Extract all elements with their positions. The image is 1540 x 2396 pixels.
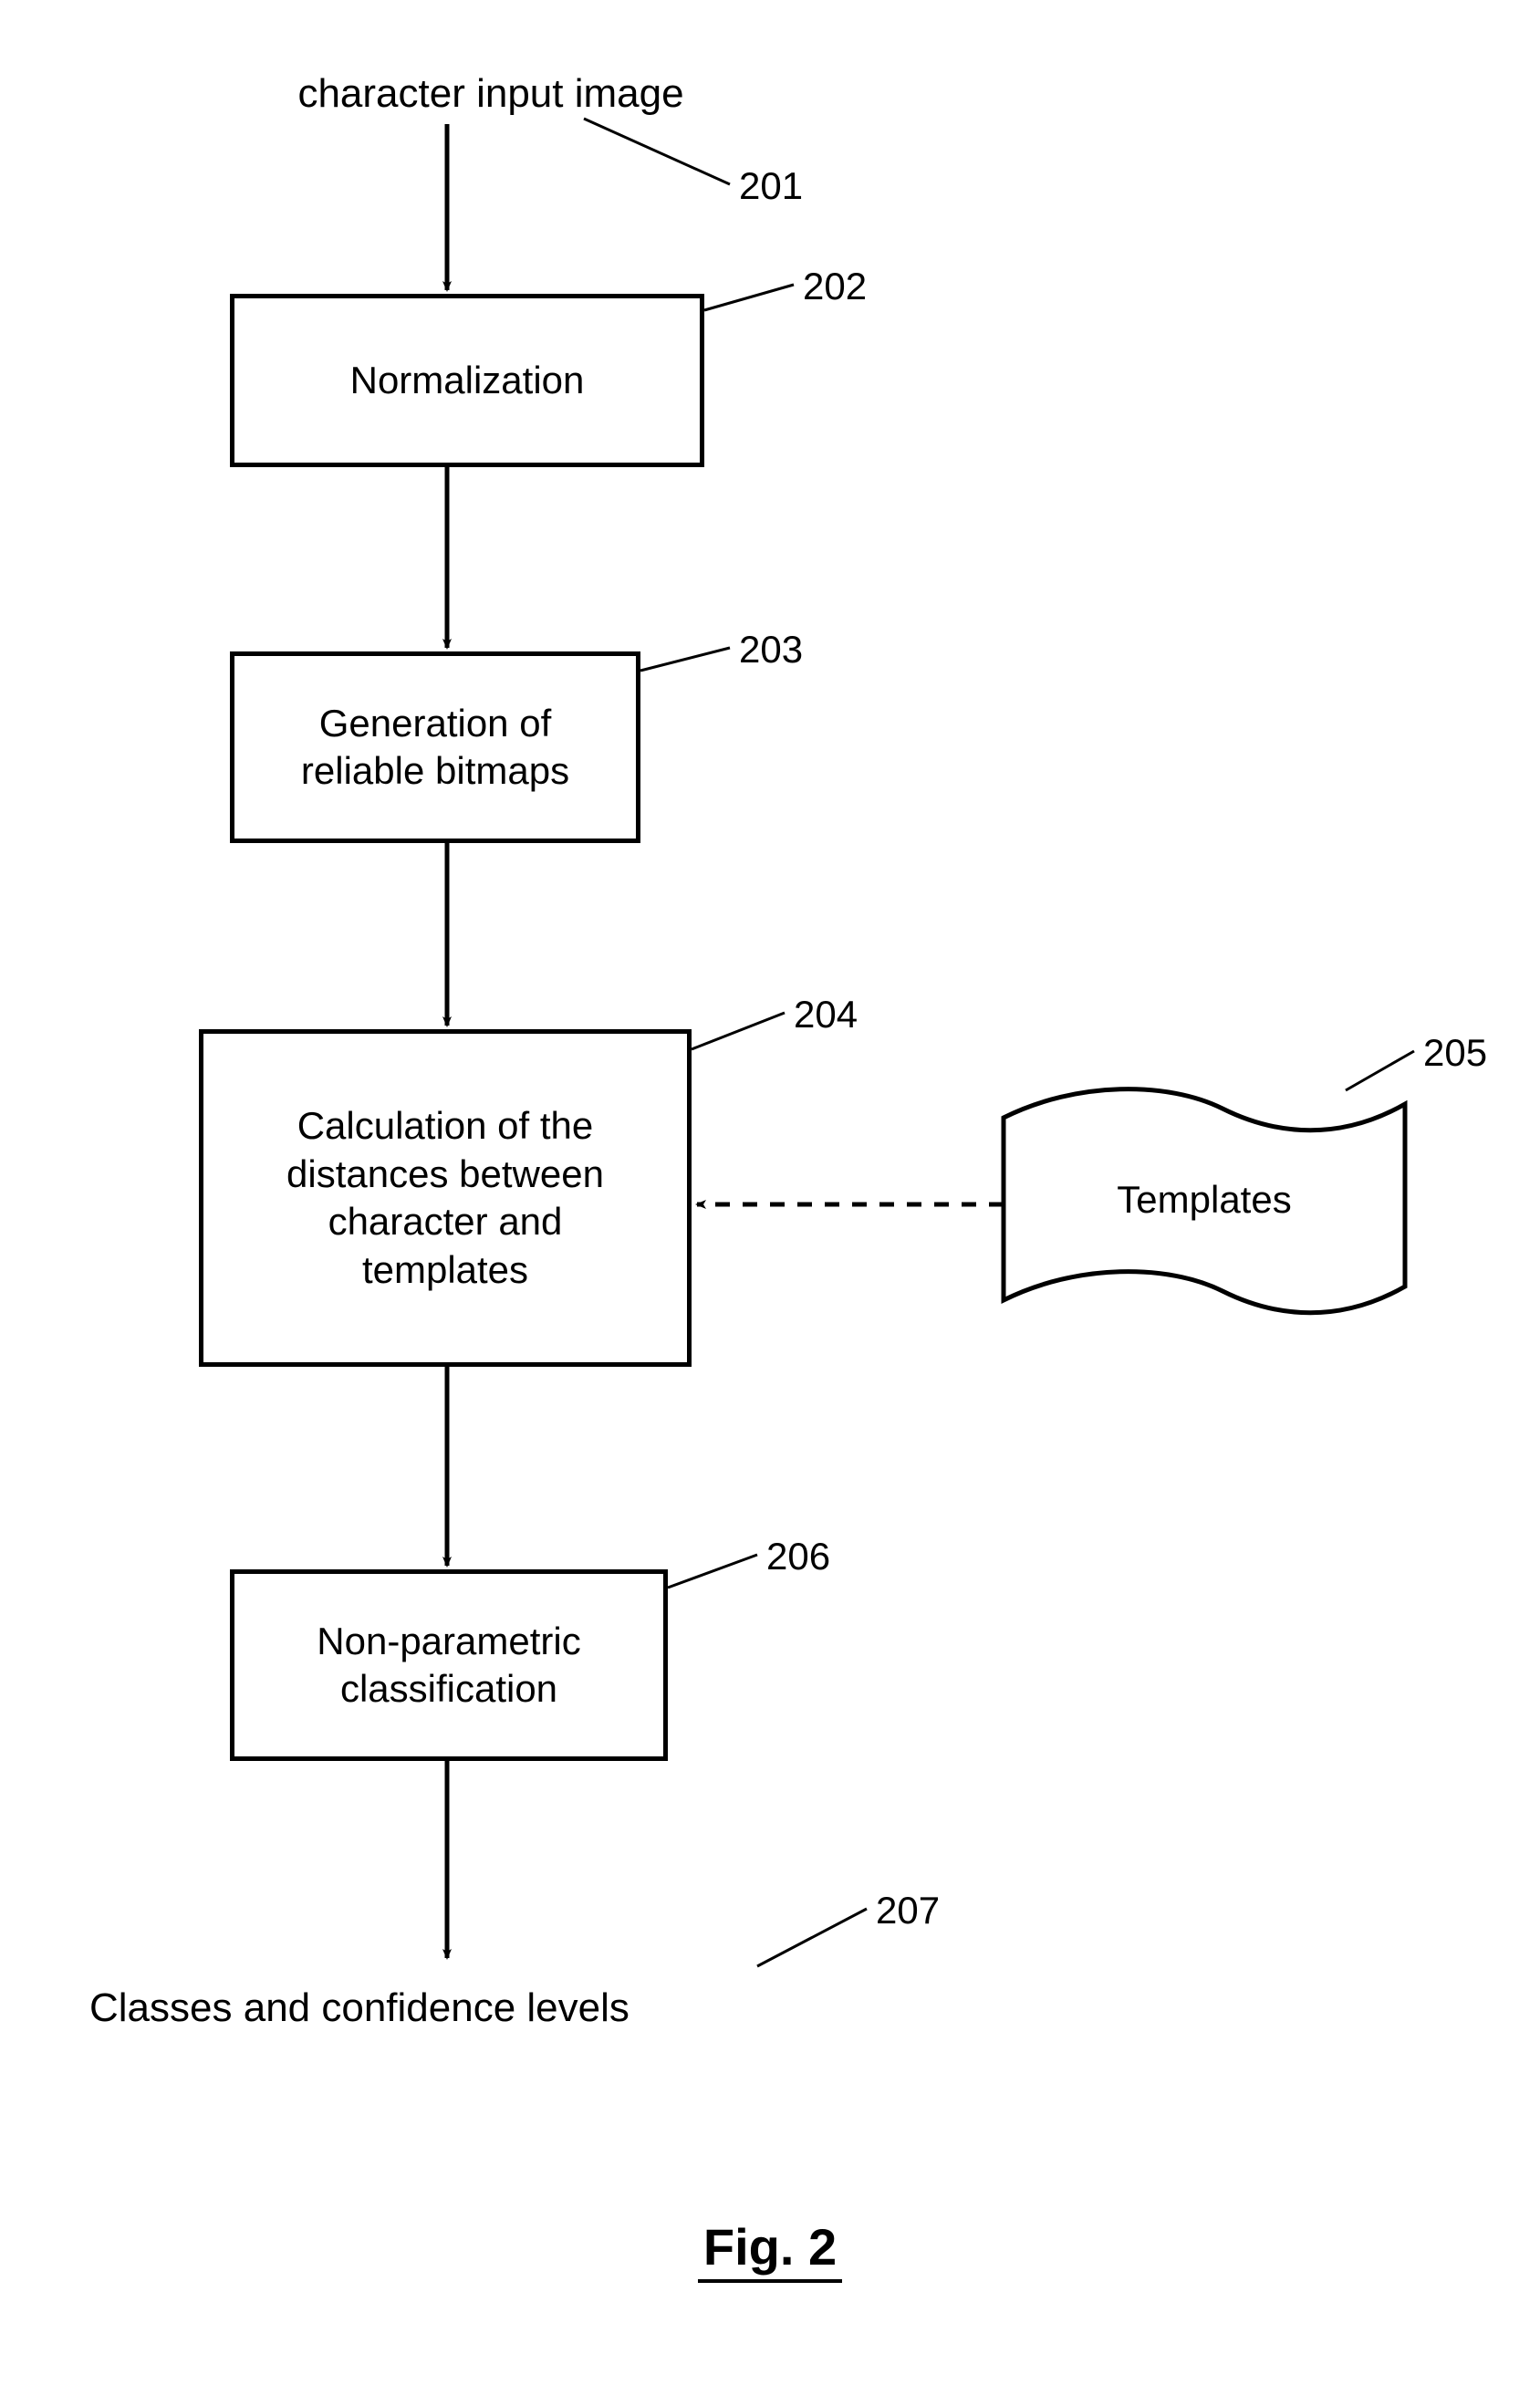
node-classification: Non-parametric classification: [230, 1569, 668, 1761]
leader-203: [640, 648, 730, 671]
node-calculation: Calculation of the distances between cha…: [199, 1029, 692, 1367]
ref-207: 207: [876, 1889, 940, 1932]
node-generation: Generation of reliable bitmaps: [230, 651, 640, 843]
figure-caption: Fig. 2: [0, 2217, 1540, 2276]
node-templates-label: Templates: [1117, 1176, 1291, 1224]
ref-204: 204: [794, 993, 858, 1037]
leader-201: [584, 119, 730, 184]
node-normalization: Normalization: [230, 294, 704, 467]
leader-204: [692, 1013, 785, 1049]
node-normalization-label: Normalization: [350, 357, 585, 405]
node-generation-label: Generation of reliable bitmaps: [301, 700, 569, 796]
node-output-text: Classes and confidence levels: [89, 1980, 910, 2035]
node-classification-label: Non-parametric classification: [317, 1618, 580, 1714]
ref-202: 202: [803, 265, 867, 308]
leader-206: [668, 1555, 757, 1588]
flowchart-canvas: character input image Normalization Gene…: [0, 0, 1540, 2396]
leader-205: [1346, 1051, 1414, 1090]
ref-201: 201: [739, 164, 803, 208]
node-input-text: character input image: [208, 66, 774, 120]
node-input-label: character input image: [297, 68, 683, 119]
leader-207: [757, 1909, 867, 1966]
ref-205: 205: [1423, 1031, 1487, 1075]
node-templates: Templates: [1004, 1086, 1405, 1314]
node-output-label: Classes and confidence levels: [89, 1983, 630, 2033]
leader-202: [704, 285, 794, 310]
ref-203: 203: [739, 628, 803, 672]
ref-206: 206: [766, 1535, 830, 1578]
node-calculation-label: Calculation of the distances between cha…: [286, 1102, 604, 1294]
